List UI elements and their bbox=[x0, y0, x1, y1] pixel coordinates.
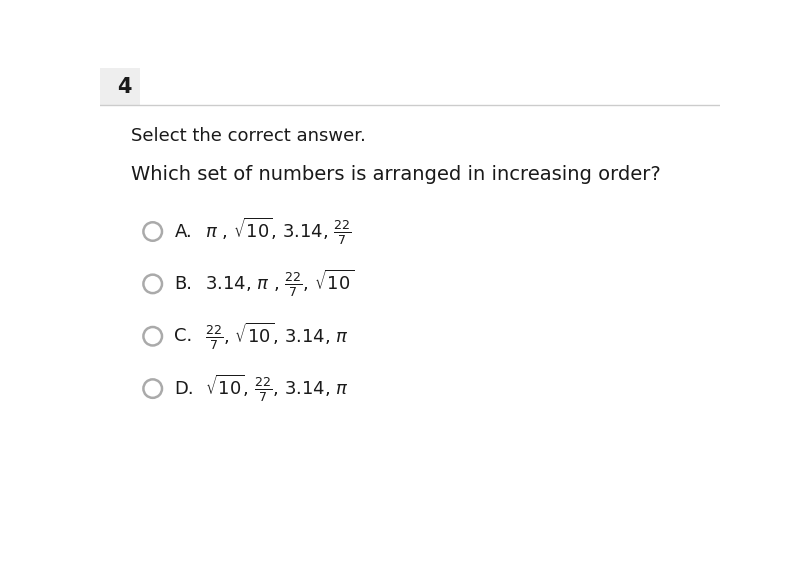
Text: 4: 4 bbox=[117, 77, 131, 97]
Text: $\frac{22}{7}$, $\sqrt{10}$, 3.14, $\pi$: $\frac{22}{7}$, $\sqrt{10}$, 3.14, $\pi$ bbox=[205, 321, 348, 352]
Text: B.: B. bbox=[174, 275, 193, 293]
Text: $\pi$ , $\sqrt{10}$, 3.14, $\frac{22}{7}$: $\pi$ , $\sqrt{10}$, 3.14, $\frac{22}{7}… bbox=[205, 216, 351, 247]
Text: C.: C. bbox=[174, 327, 193, 345]
Text: Which set of numbers is arranged in increasing order?: Which set of numbers is arranged in incr… bbox=[131, 165, 661, 184]
Circle shape bbox=[143, 380, 162, 398]
Circle shape bbox=[143, 275, 162, 293]
Circle shape bbox=[143, 327, 162, 345]
Text: $\sqrt{10}$, $\frac{22}{7}$, 3.14, $\pi$: $\sqrt{10}$, $\frac{22}{7}$, 3.14, $\pi$ bbox=[205, 373, 348, 404]
Circle shape bbox=[143, 222, 162, 241]
Text: Select the correct answer.: Select the correct answer. bbox=[131, 127, 366, 145]
Text: A.: A. bbox=[174, 222, 192, 241]
Text: 3.14, $\pi$ , $\frac{22}{7}$, $\sqrt{10}$: 3.14, $\pi$ , $\frac{22}{7}$, $\sqrt{10}… bbox=[205, 269, 354, 299]
Bar bbox=[100, 68, 140, 105]
Text: D.: D. bbox=[174, 380, 194, 398]
